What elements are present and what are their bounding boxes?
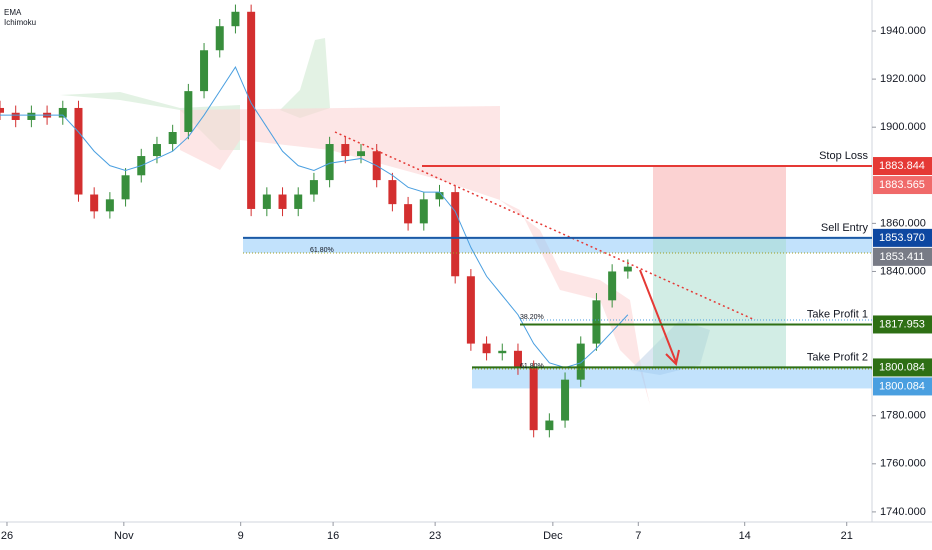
price-tag-box	[873, 228, 932, 247]
price-tag-label: 1800.084	[879, 361, 925, 373]
candle-body	[451, 192, 460, 277]
price-tag: 1817.953	[873, 315, 932, 334]
candle-body	[435, 192, 444, 200]
candle-body	[90, 194, 99, 212]
candle-body	[11, 112, 20, 120]
forecast-arrow	[639, 269, 677, 363]
risk-box	[653, 166, 786, 238]
candle-body	[545, 420, 554, 431]
x-tick-label: 23	[429, 530, 441, 542]
candle-body	[27, 112, 36, 120]
y-tick-label: 1940.000	[880, 25, 926, 37]
candle-body	[498, 350, 507, 354]
level-name: Stop Loss	[819, 150, 868, 162]
indicator-name: EMA	[4, 8, 22, 17]
price-tag-label: 1800.084	[879, 380, 925, 392]
x-tick-label: Dec	[543, 530, 563, 542]
x-tick-label: 14	[739, 530, 751, 542]
candle-body	[105, 199, 114, 212]
candle-body	[608, 271, 617, 301]
price-tag-label: 1853.970	[879, 232, 925, 244]
price-tag-label: 1883.844	[879, 160, 925, 172]
ichimoku-cloud	[280, 38, 330, 118]
candle-body	[184, 91, 193, 133]
reward-box	[653, 237, 786, 368]
indicator-name: Ichimoku	[4, 18, 36, 27]
price-tag: 1853.970	[873, 228, 932, 247]
x-tick-label: Nov	[114, 530, 134, 542]
candle-body	[341, 144, 350, 157]
price-tag-box	[873, 157, 932, 176]
candle-body	[74, 107, 83, 195]
price-tag-label: 1853.411	[879, 251, 924, 263]
fib-label: 61.80%	[310, 247, 334, 254]
candle-body	[200, 50, 209, 92]
price-tag-label: 1883.565	[879, 179, 925, 191]
price-tag: 1853.411	[873, 247, 932, 266]
x-tick-label: 26	[1, 530, 13, 542]
candle-body	[623, 266, 632, 272]
candle-body	[325, 144, 334, 181]
y-tick-label: 1860.000	[880, 217, 926, 229]
candle-body	[561, 379, 570, 421]
price-tag: 1800.084	[873, 377, 932, 396]
candle-body	[262, 194, 271, 209]
candle-body	[576, 343, 585, 380]
price-tag-box	[873, 377, 932, 396]
ichimoku-cloud	[180, 106, 650, 405]
y-tick-label: 1780.000	[880, 410, 926, 422]
candle-body	[529, 367, 538, 431]
candle-body	[592, 300, 601, 344]
price-tag: 1883.844	[873, 157, 932, 176]
candle-body	[121, 175, 130, 200]
target-zone	[472, 366, 872, 389]
y-tick-label: 1900.000	[880, 121, 926, 133]
candle-body	[152, 144, 161, 157]
y-tick-label: 1740.000	[880, 506, 926, 518]
candle-body	[388, 180, 397, 205]
price-tag: 1800.084	[873, 358, 932, 377]
candle-body	[309, 180, 318, 195]
candle-body	[419, 199, 428, 224]
price-tag-box	[873, 176, 932, 195]
candle-body	[215, 26, 224, 51]
candle-body	[466, 276, 475, 344]
y-tick-label: 1760.000	[880, 458, 926, 470]
level-name: Take Profit 1	[807, 308, 868, 320]
x-tick-label: 9	[238, 530, 244, 542]
fib-label: 61.80%	[520, 363, 544, 370]
trend-line	[334, 131, 756, 321]
candle-body	[231, 11, 240, 27]
price-tag-box	[873, 358, 932, 377]
x-tick-label: 7	[635, 530, 641, 542]
candle-body	[58, 107, 67, 118]
x-tick-label: 16	[327, 530, 339, 542]
indicator-legend: EMA Ichimoku	[4, 8, 36, 27]
price-tag-box	[873, 247, 932, 266]
fib-label: 38.20%	[520, 314, 544, 321]
candle-body	[247, 11, 256, 209]
forecast-arrow-head	[665, 349, 680, 367]
price-tag-box	[873, 315, 932, 334]
y-tick-label: 1840.000	[880, 265, 926, 277]
candle-body	[294, 194, 303, 209]
y-tick-label: 1920.000	[880, 73, 926, 85]
candle-body	[168, 132, 177, 145]
candle-body	[0, 107, 4, 113]
candle-body	[513, 350, 522, 368]
x-tick-label: 21	[841, 530, 853, 542]
candle-body	[404, 204, 413, 224]
candle-body	[357, 151, 366, 157]
price-tag-label: 1817.953	[879, 318, 925, 330]
candle-body	[278, 194, 287, 209]
level-name: Sell Entry	[821, 222, 869, 234]
candle-body	[482, 343, 491, 354]
level-name: Take Profit 2	[807, 351, 868, 363]
price-tag: 1883.565	[873, 176, 932, 195]
